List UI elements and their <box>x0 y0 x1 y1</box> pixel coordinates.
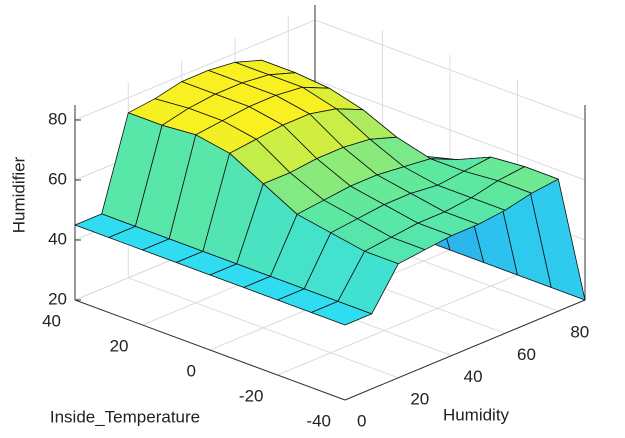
y-tick-label: 0 <box>357 411 366 430</box>
z-tick-label: 20 <box>48 289 67 308</box>
z-tick-label: 60 <box>48 169 67 188</box>
z-tick-label: 40 <box>48 229 67 248</box>
x-tick-label: -20 <box>239 386 264 405</box>
surface-face <box>310 300 373 326</box>
y-axis-label: Humidity <box>443 405 510 424</box>
x-tick-label: 0 <box>187 361 196 380</box>
y-tick-label: 80 <box>570 323 589 342</box>
y-tick-label: 40 <box>464 367 483 386</box>
z-axis-label: Humidifier <box>9 156 28 233</box>
y-tick-label: 60 <box>517 345 536 364</box>
x-tick-label: 40 <box>42 311 61 330</box>
x-tick-label: 20 <box>110 336 129 355</box>
axis-line <box>74 299 346 401</box>
z-tick-label: 80 <box>48 109 67 128</box>
axis-line <box>344 299 586 401</box>
x-axis-label: Inside_Temperature <box>50 407 200 426</box>
x-tick-label: -40 <box>306 411 331 430</box>
y-tick-label: 20 <box>410 389 429 408</box>
